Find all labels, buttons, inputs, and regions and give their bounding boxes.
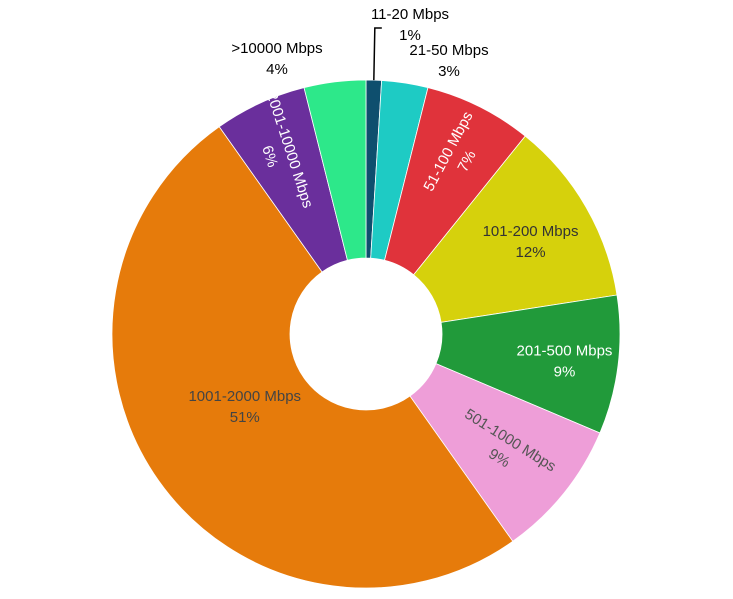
slice-label-percent: 12%: [516, 244, 546, 261]
slice-label-percent: 1%: [399, 27, 421, 44]
slice-label-name: 21-50 Mbps: [409, 42, 488, 59]
leader-line: [373, 27, 382, 81]
slices-group: [111, 79, 621, 589]
slice-label-name: 201-500 Mbps: [517, 343, 613, 360]
slice-label-percent: 51%: [230, 409, 260, 426]
slice-label-name: 11-20 Mbps: [371, 6, 449, 23]
slice-label-21-50-mbps: 21-50 Mbps 3%: [409, 42, 488, 80]
slice-10000-mbps: [303, 79, 367, 261]
slice-501-1000-mbps: [409, 363, 601, 542]
slice-label-name: 101-200 Mbps: [483, 223, 579, 240]
slice-label-11-20-mbps: 11-20 Mbps 1%: [371, 6, 449, 44]
slice-label-101-200-mbps: 101-200 Mbps 12%: [483, 223, 579, 261]
slice-label-percent: 4%: [266, 61, 288, 78]
slice-201-500-mbps: [435, 294, 621, 434]
slice-label-10000-mbps: >10000 Mbps 4%: [231, 40, 322, 78]
slice-101-200-mbps: [413, 135, 618, 323]
labels-group: 11-20 Mbps 1%21-50 Mbps 3%51-100 Mbps7%101…: [188, 6, 613, 475]
slice-label-name: 1001-2000 Mbps: [188, 388, 301, 405]
slice-label-201-500-mbps: 201-500 Mbps 9%: [517, 343, 613, 381]
slice-label-percent: 6%: [258, 144, 281, 170]
slice-label-name: >10000 Mbps: [231, 40, 322, 57]
slice-label-1001-2000-mbps: 1001-2000 Mbps 51%: [188, 388, 301, 426]
slice-label-percent: 3%: [438, 63, 460, 80]
slice-1001-2000-mbps: [111, 126, 514, 589]
slice-label-percent: 9%: [554, 364, 576, 381]
